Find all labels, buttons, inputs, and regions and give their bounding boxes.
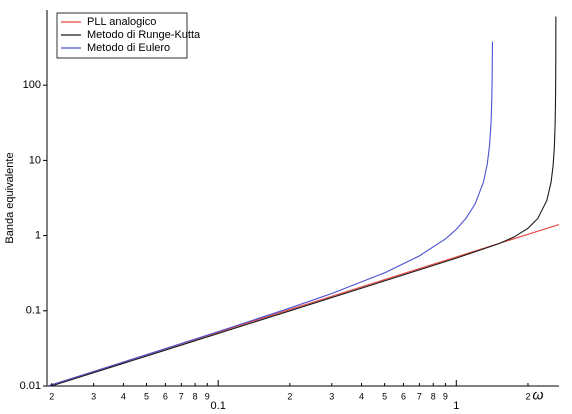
- x-minor-tick-label: 4: [121, 391, 126, 401]
- y-tick-label: 100: [23, 79, 41, 91]
- legend-label: Metodo di Eulero: [87, 42, 170, 54]
- x-minor-tick-label: 9: [205, 391, 210, 401]
- y-tick-label: 10: [29, 154, 41, 166]
- y-tick-label: 1: [35, 230, 41, 242]
- legend-label: Metodo di Runge-Kutta: [87, 29, 201, 41]
- x-minor-tick-label: 5: [382, 391, 387, 401]
- x-minor-tick-label: 9: [443, 391, 448, 401]
- x-minor-tick-label: 2: [287, 391, 292, 401]
- y-tick-label: 0.01: [20, 380, 41, 392]
- x-minor-tick-label: 7: [417, 391, 422, 401]
- plot-area: [47, 16, 559, 386]
- x-axis-label: ω: [533, 387, 544, 403]
- x-minor-tick-label: 5: [144, 391, 149, 401]
- x-minor-tick-label: 8: [193, 391, 198, 401]
- x-minor-tick-label: 2: [49, 391, 54, 401]
- x-minor-tick-label: 3: [329, 391, 334, 401]
- x-minor-tick-label: 4: [359, 391, 364, 401]
- y-tick-label: 0.1: [26, 305, 41, 317]
- x-minor-tick-label: 7: [179, 391, 184, 401]
- x-minor-tick-label: 6: [401, 391, 406, 401]
- x-minor-tick-label: 8: [431, 391, 436, 401]
- x-minor-tick-label: 3: [91, 391, 96, 401]
- x-minor-tick-label: 6: [163, 391, 168, 401]
- series-line: [47, 41, 493, 386]
- y-axis-label: Banda equivalente: [4, 152, 16, 243]
- series-line: [49, 16, 557, 386]
- x-minor-tick-label: 2: [525, 391, 530, 401]
- x-tick-label: 0.1: [211, 400, 226, 412]
- x-tick-label: 1: [453, 400, 459, 412]
- legend-label: PLL analogico: [87, 16, 156, 28]
